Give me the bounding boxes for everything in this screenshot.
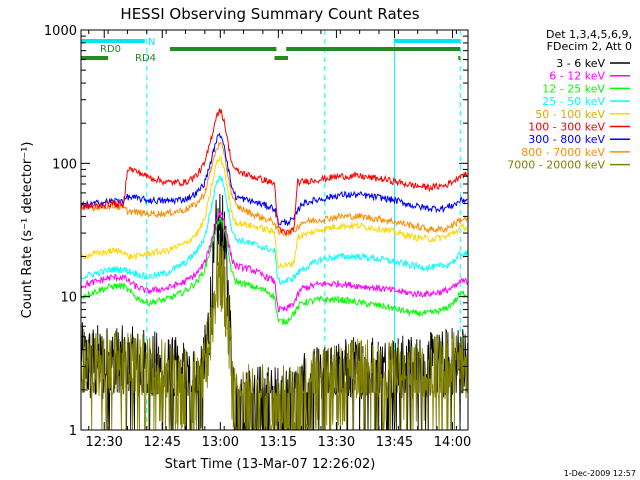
x-tick-label-13-45: 13:45 xyxy=(376,435,413,450)
series-line-50-100-kev xyxy=(80,155,468,270)
legend-label-50-100-kev: 50 - 100 keV xyxy=(535,108,605,121)
y-tick-label-10: 10 xyxy=(60,291,77,306)
x-tick-label-12-30: 12:30 xyxy=(85,435,122,450)
flag-n-label: N xyxy=(148,37,155,48)
plot-frame xyxy=(80,29,469,431)
series-line-800-7000-kev xyxy=(80,141,468,238)
y-tick-label-1000: 1000 xyxy=(44,24,77,39)
footer-date: 1-Dec-2009 12:57 xyxy=(564,469,636,478)
y-axis-label: Count Rate (s⁻¹ detector⁻¹) xyxy=(20,142,35,319)
x-tick-label-12-45: 12:45 xyxy=(144,435,181,450)
legend-label-25-50-kev: 25 - 50 keV xyxy=(542,95,605,108)
series-lines xyxy=(80,108,469,431)
flag-bars: N RD0 RD4 xyxy=(81,37,461,64)
legend-header-line-2: FDecim 2, Att 0 xyxy=(547,40,632,53)
series-line-25-50-kev xyxy=(80,175,468,286)
x-tick-label-14-00: 14:00 xyxy=(434,435,471,450)
legend: Det 1,3,4,5,6,9, FDecim 2, Att 0 3 - 6 k… xyxy=(507,28,632,172)
legend-header-line-1: Det 1,3,4,5,6,9, xyxy=(546,28,632,41)
y-tick-label-1: 1 xyxy=(69,424,77,439)
x-tick-label-13-30: 13:30 xyxy=(318,435,355,450)
x-tick-label-13-15: 13:15 xyxy=(260,435,297,450)
series-line-6-12-kev xyxy=(80,211,468,313)
flag-rd4-label: RD4 xyxy=(135,53,156,64)
y-tick-label-100: 100 xyxy=(52,157,77,172)
legend-label-3-6-kev: 3 - 6 keV xyxy=(556,57,605,70)
chart-title: HESSI Observing Summary Count Rates xyxy=(120,5,419,23)
series-line-100-300-kev xyxy=(80,108,468,236)
legend-label-800-7000-kev: 800 - 7000 keV xyxy=(521,146,605,159)
x-axis-label: Start Time (13-Mar-07 12:26:02) xyxy=(165,457,376,472)
x-tick-label-13-00: 13:00 xyxy=(202,435,239,450)
series-line-12-25-kev xyxy=(80,217,468,325)
legend-label-300-800-kev: 300 - 800 keV xyxy=(528,133,605,146)
legend-label-7000-20000-kev: 7000 - 20000 keV xyxy=(507,159,605,172)
series-line-300-800-kev xyxy=(80,132,468,227)
flag-rd0-label: RD0 xyxy=(100,44,121,55)
axes: 12:30 12:45 13:00 13:15 13:30 13:45 14:00 1 10 10… xyxy=(44,24,471,450)
legend-label-100-300-kev: 100 - 300 keV xyxy=(528,121,605,134)
legend-label-6-12-kev: 6 - 12 keV xyxy=(549,70,605,83)
legend-label-12-25-kev: 12 - 25 keV xyxy=(542,82,605,95)
